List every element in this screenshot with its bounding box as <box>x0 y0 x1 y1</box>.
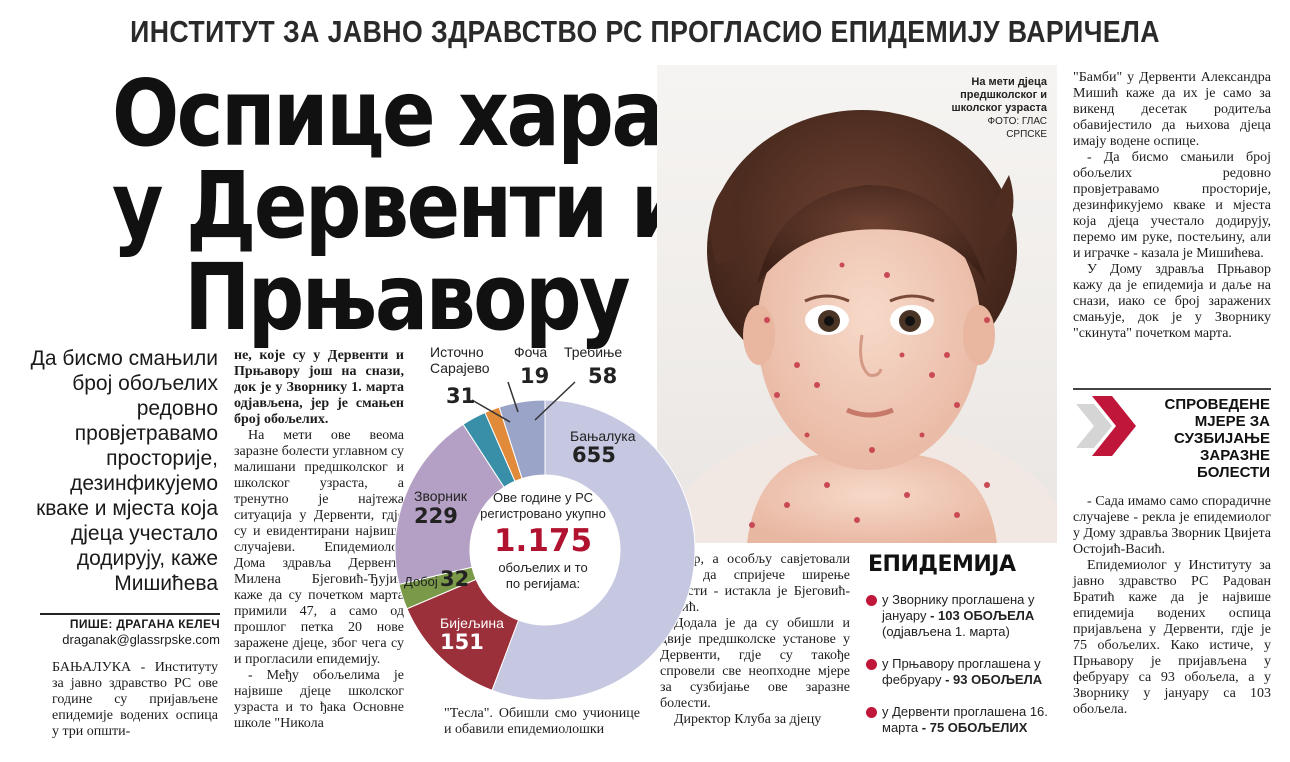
label-istocno-sarajevo: Источно Сарајево <box>430 344 490 376</box>
headline-line-1: Оспице харају <box>112 60 738 167</box>
article-paragraph: - Да бисмо смањили број обољелих редовно… <box>1073 150 1271 261</box>
center-line-2: регистровано укупно <box>480 506 606 521</box>
center-line-3: обољелих и то <box>498 560 588 575</box>
epidemic-item-note: (одјављена 1. марта) <box>882 624 1010 639</box>
leader-line-trebinje <box>534 381 576 421</box>
box-divider <box>1073 388 1271 390</box>
epidemic-item-count: - 103 ОБОЉЕЛА <box>930 608 1035 623</box>
donut-slice-6 <box>498 399 546 480</box>
epidemic-item-count: - 93 ОБОЉЕЛА <box>945 672 1043 687</box>
epidemic-item: у Зворнику проглашена у јануару - 103 ОБ… <box>866 592 1066 640</box>
epidemic-item: у Прњавору проглашена у фебруару - 93 ОБ… <box>866 656 1066 690</box>
article-paragraph: На мети ове веома заразне болести углавн… <box>234 428 404 667</box>
article-paragraph: Додала је да су обишли и двије предшколс… <box>660 616 850 711</box>
donut-slice-3 <box>394 423 505 585</box>
article-column-5: "Бамби" у Дервенти Александра Мишић каже… <box>1073 70 1271 342</box>
child-photo <box>657 65 1057 543</box>
value-istocno-sarajevo: 31 <box>446 384 476 408</box>
regions-donut-chart <box>394 381 696 700</box>
value-foca: 19 <box>520 364 550 388</box>
value-trebinje: 58 <box>588 364 618 388</box>
arrow-icon <box>1076 396 1136 456</box>
label-doboj: Добој <box>404 574 438 589</box>
center-line-4: по регијама: <box>505 576 581 591</box>
value-doboj: 32 <box>440 567 470 591</box>
label-foca: Фоча <box>514 344 548 360</box>
epidemic-box-title: ЕПИДЕМИЈА <box>868 552 1016 577</box>
donut-center-text: Ове године у РС регистровано укупно 1.17… <box>478 490 608 592</box>
value-zvornik: 229 <box>414 504 458 528</box>
leader-line-istocno-sarajevo <box>471 399 511 423</box>
label-bijeljina: Бијељина <box>440 615 504 631</box>
epidemic-item-text: у Прњавору проглашена у фебруару <box>882 656 1041 687</box>
epidemic-item-text: у Зворнику проглашена у јануару <box>882 592 1035 623</box>
article-paragraph: Директор Клуба за дјецу <box>674 712 822 727</box>
article-paragraph: БАЊАЛУКА - Институту за јавно здравство … <box>52 660 218 739</box>
bullet-dot-icon <box>866 707 877 718</box>
box-body: - Сада имамо само спорадичне случајеве -… <box>1073 494 1271 718</box>
article-column-2: не, које су у Дервенти и Прњавору још на… <box>234 348 404 732</box>
byline: ПИШЕ: ДРАГАНА КЕЛЕЧ <box>40 613 220 631</box>
photo-credit: ФОТО: ГЛАС СРПСКЕ <box>987 116 1047 140</box>
epidemic-item: у Дервенти проглашена 16. марта - 75 ОБО… <box>866 704 1066 738</box>
photo-caption: На мети дјеца предшколског и школског уз… <box>945 76 1047 141</box>
bullet-dot-icon <box>866 595 877 606</box>
epidemic-item-count: - 75 ОБОЉЕЛИХ <box>921 720 1028 735</box>
center-total: 1.175 <box>493 523 593 559</box>
article-paragraph: Епидемиолог у Институту за јавно здравст… <box>1073 558 1271 717</box>
value-banjaluka: 655 <box>572 443 616 467</box>
bullet-dot-icon <box>866 659 877 670</box>
caption-text: На мети дјеца предшколског и школског уз… <box>951 76 1047 114</box>
label-zvornik: Зворник <box>414 488 467 504</box>
headline-line-2: у Дервенти и <box>112 152 686 259</box>
leader-line-foca <box>507 381 519 413</box>
article-paragraph: - Сада имамо само спорадичне случајеве -… <box>1073 494 1271 557</box>
epidemic-item-text: у Дервенти проглашена 16. марта <box>882 704 1048 735</box>
child-illustration <box>667 110 1057 543</box>
author-email[interactable]: draganak@glassrpske.com <box>62 632 220 647</box>
label-banjaluka: Бањалука <box>570 428 636 444</box>
main-headline: Оспице харају у Дервенти и Прњавору <box>28 60 738 351</box>
value-bijeljina: 151 <box>440 630 484 654</box>
article-column-1: БАЊАЛУКА - Институту за јавно здравство … <box>52 660 218 740</box>
article-paragraph: - Међу обољелима је највише дјеце школск… <box>234 668 404 731</box>
center-line-1: Ове године у РС <box>492 490 593 505</box>
article-paragraph: "Бамби" у Дервенти Александра Мишић каже… <box>1073 70 1271 149</box>
lead-quote: Да бисмо смањили број обољелих редовно п… <box>30 347 218 595</box>
article-paragraph: не, које су у Дервенти и Прњавору још на… <box>234 348 404 427</box>
box-title: СПРОВЕДЕНЕ МЈЕРЕ ЗА СУЗБИЈАЊЕ ЗАРАЗНЕ БО… <box>1164 396 1270 481</box>
article-paragraph: У Дому здравља Прњавор кажу да је епидем… <box>1073 262 1271 341</box>
article-paragraph: "Тесла". Обишли смо учионице и обавили е… <box>444 706 640 737</box>
kicker-headline: ИНСТИТУТ ЗА ЈАВНО ЗДРАВСТВО РС ПРОГЛАСИО… <box>130 14 1160 49</box>
label-trebinje: Требиње <box>564 344 623 360</box>
headline-line-3: Прњавору <box>184 244 630 351</box>
donut-slice-0 <box>491 399 696 700</box>
article-column-3: "Тесла". Обишли смо учионице и обавили е… <box>444 706 640 738</box>
